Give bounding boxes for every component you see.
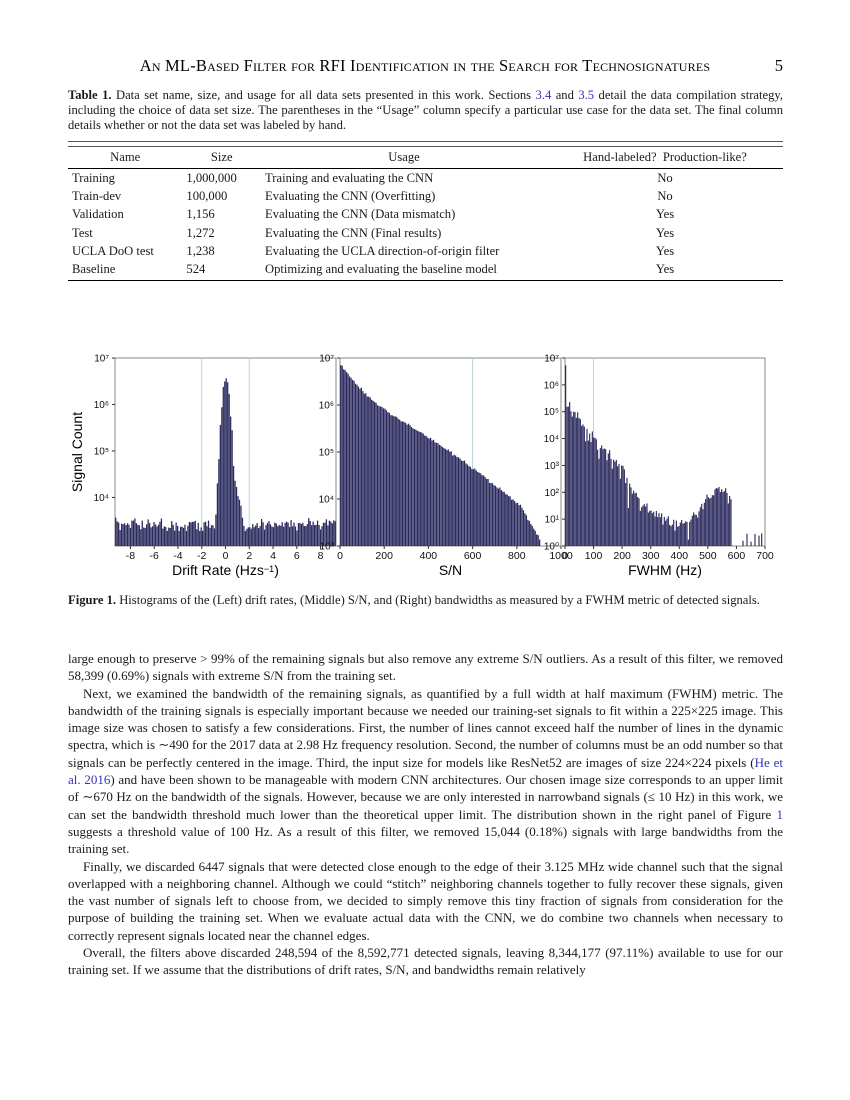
svg-text:800: 800: [508, 550, 526, 562]
svg-text:500: 500: [699, 550, 717, 562]
svg-text:0: 0: [562, 550, 568, 562]
svg-text:FWHM (Hz): FWHM (Hz): [628, 562, 702, 578]
svg-text:10⁴: 10⁴: [94, 493, 109, 504]
svg-text:200: 200: [613, 550, 631, 562]
svg-text:-8: -8: [126, 550, 135, 562]
svg-text:400: 400: [671, 550, 689, 562]
svg-text:600: 600: [464, 550, 482, 562]
svg-text:S/N: S/N: [439, 562, 462, 578]
svg-text:10⁶: 10⁶: [94, 400, 109, 411]
svg-text:-2: -2: [197, 550, 206, 562]
svg-text:10⁰: 10⁰: [544, 542, 559, 553]
svg-text:0: 0: [337, 550, 343, 562]
svg-text:10¹: 10¹: [545, 515, 560, 526]
svg-text:Drift Rate (Hzs−1): Drift Rate (Hzs−1): [172, 562, 279, 578]
svg-text:10⁷: 10⁷: [544, 354, 559, 365]
svg-text:10³: 10³: [545, 461, 560, 472]
svg-text:300: 300: [642, 550, 660, 562]
svg-text:6: 6: [294, 550, 300, 562]
svg-text:2: 2: [246, 550, 252, 562]
svg-text:200: 200: [375, 550, 393, 562]
svg-text:100: 100: [585, 550, 603, 562]
svg-text:10⁶: 10⁶: [319, 401, 334, 412]
svg-text:0: 0: [223, 550, 229, 562]
svg-text:10²: 10²: [545, 488, 560, 499]
svg-text:-6: -6: [150, 550, 159, 562]
svg-text:-4: -4: [173, 550, 182, 562]
svg-text:10⁵: 10⁵: [319, 448, 334, 459]
svg-text:10⁴: 10⁴: [319, 495, 334, 506]
svg-text:10⁴: 10⁴: [544, 434, 559, 445]
svg-text:Signal Count: Signal Count: [69, 412, 85, 492]
svg-text:700: 700: [756, 550, 774, 562]
svg-text:10⁶: 10⁶: [544, 380, 559, 391]
svg-text:10⁷: 10⁷: [94, 354, 109, 365]
svg-text:600: 600: [728, 550, 746, 562]
svg-text:10⁷: 10⁷: [319, 354, 334, 365]
svg-text:400: 400: [420, 550, 438, 562]
svg-text:10⁵: 10⁵: [94, 446, 109, 457]
svg-text:10⁵: 10⁵: [544, 407, 559, 418]
svg-text:4: 4: [270, 550, 276, 562]
svg-text:10³: 10³: [320, 542, 335, 553]
